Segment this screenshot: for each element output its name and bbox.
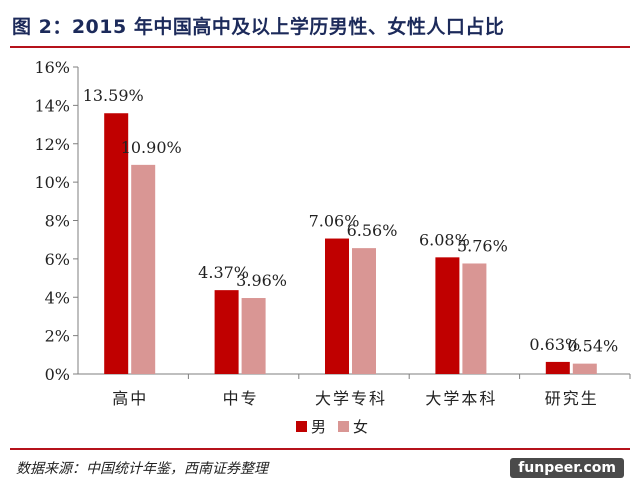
legend-swatch [296,421,307,432]
data-label: 6.08% [419,230,470,249]
bar-female [462,263,487,374]
legend-swatch [338,421,349,432]
y-tick-label: 10% [34,173,70,192]
y-tick-label: 2% [45,327,70,346]
watermark-badge: funpeer.com [510,458,624,478]
y-tick-label: 0% [45,365,70,384]
title-rule [10,46,630,48]
data-label: 5.76% [457,236,508,255]
y-tick-label: 14% [34,96,70,115]
bar-female [241,298,266,374]
data-label: 7.06% [309,212,360,231]
bar-female [131,164,156,374]
chart-title: 图 2：2015 年中国高中及以上学历男性、女性人口占比 [12,16,505,38]
data-label: 4.37% [198,263,249,282]
legend-label: 男 [311,418,326,436]
legend-label: 女 [353,418,368,436]
y-tick-label: 12% [34,135,70,154]
y-tick-label: 6% [45,250,70,269]
x-tick-label: 大学专科 [315,389,387,408]
data-label: 3.96% [236,271,287,290]
y-tick-label: 8% [45,212,70,231]
y-tick-label: 4% [45,288,70,307]
data-label: 6.56% [347,221,398,240]
x-tick-label: 中专 [223,389,259,408]
x-tick-label: 大学本科 [425,389,497,408]
bar-male [545,361,570,374]
bar-male [214,290,239,374]
bar-male [325,238,349,374]
source-note: 数据来源：中国统计年鉴，西南证券整理 [16,461,268,477]
y-tick-label: 16% [34,58,70,77]
bar-male [435,257,460,374]
bar-female [352,248,376,374]
data-label: 10.90% [121,138,182,157]
data-label: 13.59% [83,86,144,105]
footer-rule [10,448,630,450]
x-tick-label: 研究生 [545,389,599,408]
x-tick-label: 高中 [112,389,148,408]
bar-male [104,113,129,374]
bar-female [572,363,597,374]
data-label: 0.54% [567,337,618,356]
data-label: 0.63% [529,335,580,354]
